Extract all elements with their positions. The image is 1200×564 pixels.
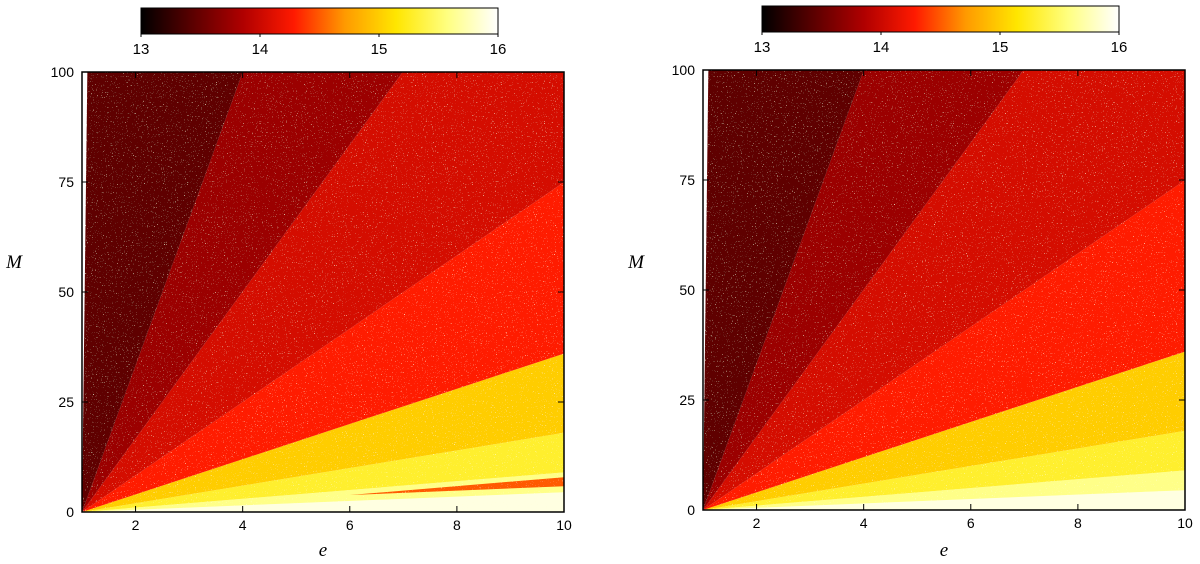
y-tick-label: 100 xyxy=(51,64,75,80)
x-axis-title-right: e xyxy=(940,540,948,561)
heatmap-band-6 xyxy=(82,72,403,512)
x-tick-label: 8 xyxy=(1074,515,1082,531)
heatmap-band-3 xyxy=(82,353,564,512)
y-tick-label: 25 xyxy=(679,392,695,408)
y-tick-label: 75 xyxy=(58,174,74,190)
colorbar-ticks-left: 13 14 15 16 xyxy=(133,34,507,58)
x-tick-label: 10 xyxy=(1177,515,1193,531)
plot-area-left xyxy=(82,72,564,512)
heatmap-band-7 xyxy=(703,70,864,510)
x-tick-label: 2 xyxy=(753,515,761,531)
colorbar-tick-label: 16 xyxy=(490,41,507,58)
x-tick-label: 6 xyxy=(346,517,354,533)
colorbar-tick-label: 14 xyxy=(873,39,890,56)
y-tick-label: 0 xyxy=(66,504,74,520)
heatmap-feature xyxy=(349,477,564,496)
y-axis-title-right: M xyxy=(627,252,645,273)
y-tick-label: 50 xyxy=(679,282,695,298)
heatmap-band-3 xyxy=(703,351,1185,510)
y-axis-title-left: M xyxy=(5,252,23,273)
x-axis-title-left: e xyxy=(319,540,327,561)
x-tick-label: 6 xyxy=(967,515,975,531)
x-tick-label: 4 xyxy=(239,517,247,533)
y-tick-label: 100 xyxy=(672,62,696,78)
colorbar-tick-label: 14 xyxy=(252,41,269,58)
x-tick-label: 2 xyxy=(132,517,140,533)
colorbar-ticks-right: 13 14 15 16 xyxy=(754,32,1128,56)
colorbar-left xyxy=(140,7,499,35)
y-tick-label: 25 xyxy=(58,394,74,410)
x-tick-label: 10 xyxy=(556,517,572,533)
heatmap-band-7 xyxy=(82,72,243,512)
heatmap-band-5 xyxy=(82,72,564,512)
colorbar-tick-label: 15 xyxy=(371,41,388,58)
heatmap-band-1 xyxy=(703,470,1185,510)
heatmap-band-5 xyxy=(703,70,1185,510)
x-tick-label: 4 xyxy=(860,515,868,531)
colorbar-tick-label: 13 xyxy=(754,39,771,56)
colorbar-right xyxy=(761,5,1120,33)
x-tick-label: 8 xyxy=(453,517,461,533)
colorbar-tick-label: 16 xyxy=(1111,39,1128,56)
y-tick-label: 0 xyxy=(687,502,695,518)
heatmap-band-1 xyxy=(82,472,564,512)
y-tick-label: 50 xyxy=(58,284,74,300)
colorbar-tick-label: 13 xyxy=(133,41,150,58)
plot-area-right xyxy=(703,70,1185,510)
y-tick-label: 75 xyxy=(679,172,695,188)
colorbar-tick-label: 15 xyxy=(992,39,1009,56)
heatmap-band-6 xyxy=(703,70,1024,510)
